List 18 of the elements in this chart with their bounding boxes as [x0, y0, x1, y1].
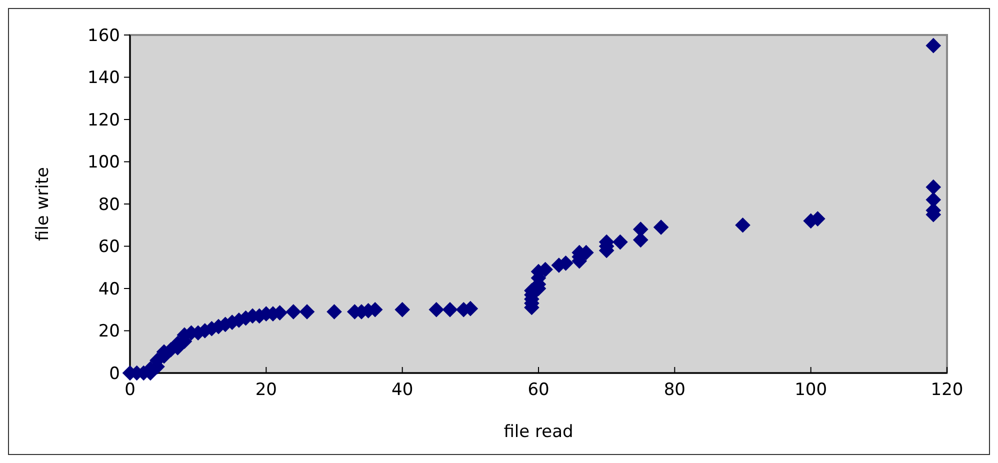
y-tick-label: 100 [88, 152, 120, 173]
x-tick-label: 80 [664, 380, 686, 400]
y-axis-title: file write [33, 166, 53, 242]
x-tick-label: 120 [930, 380, 964, 400]
y-tick-label: 20 [98, 322, 120, 342]
x-tick-label: 100 [794, 380, 828, 400]
y-tick-label: 140 [88, 68, 120, 88]
y-tick-label: 80 [98, 194, 120, 215]
x-tick-label: 0 [124, 380, 136, 400]
y-tick-label: 120 [88, 110, 120, 130]
x-tick-label: 20 [255, 380, 277, 400]
y-tick-label: 40 [98, 279, 120, 300]
y-tick-label: 60 [98, 237, 120, 258]
x-tick-label: 40 [392, 380, 414, 400]
x-tick-label: 60 [528, 380, 550, 400]
y-tick-label: 0 [109, 364, 120, 384]
y-tick-label: 160 [88, 26, 120, 46]
x-axis-title: file read [504, 422, 574, 442]
